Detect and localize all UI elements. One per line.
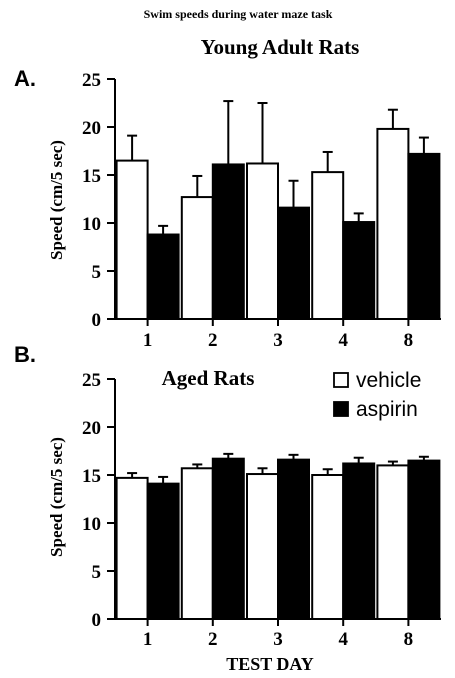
bar-aspirin — [342, 462, 376, 621]
legend-vehicle-label: vehicle — [356, 369, 421, 392]
bar-vehicle — [115, 476, 149, 620]
y-tick-label: 20 — [82, 118, 101, 139]
y-tick-label: 25 — [82, 70, 101, 91]
x-tick-label: 8 — [404, 330, 414, 351]
bar-vehicle — [246, 162, 279, 320]
x-tick-label: 2 — [208, 629, 218, 650]
bar-vehicle — [180, 467, 214, 620]
y-tick-label: 20 — [82, 418, 101, 439]
bar-vehicle — [311, 171, 345, 320]
legend-vehicle-swatch — [333, 372, 349, 388]
panel-a-ylabel: Speed (cm/5 sec) — [47, 140, 66, 260]
bar-aspirin — [407, 459, 441, 620]
y-tick-label: 15 — [82, 466, 101, 487]
y-tick-label: 5 — [92, 262, 102, 283]
y-tick-label: 15 — [82, 166, 101, 187]
panel-b-ylabel: Speed (cm/5 sec) — [47, 437, 66, 557]
x-tick-label: 8 — [404, 629, 414, 650]
x-tick-label: 3 — [273, 629, 283, 650]
legend-aspirin-swatch — [333, 401, 349, 417]
bar-aspirin — [407, 152, 441, 320]
bar-vehicle — [180, 196, 214, 320]
figure-title: Swim speeds during water maze task — [144, 7, 333, 21]
bar-vehicle — [376, 464, 410, 620]
x-tick-label: 1 — [143, 330, 153, 351]
bar-aspirin — [342, 221, 376, 320]
bar-vehicle — [376, 127, 410, 320]
y-tick-label: 10 — [82, 214, 101, 235]
bar-aspirin — [211, 163, 245, 320]
x-tick-label: 4 — [338, 629, 348, 650]
bar-vehicle — [115, 159, 149, 320]
panel-a-title: Young Adult Rats — [201, 35, 360, 59]
plot-aged: 0 5 10 15 20 25 1 2 3 4 8 — [82, 370, 441, 650]
panel-a-label: A. — [14, 66, 36, 91]
x-tick-label: 3 — [273, 330, 283, 351]
y-tick-label: 5 — [92, 562, 102, 583]
bar-aspirin — [146, 233, 180, 321]
legend-aspirin-label: aspirin — [356, 398, 418, 421]
bar-aspirin — [277, 206, 310, 320]
y-tick-label: 25 — [82, 370, 101, 391]
y-tick-label: 10 — [82, 514, 101, 535]
x-tick-label: 4 — [338, 330, 348, 351]
y-tick-label: 0 — [92, 310, 102, 331]
plot-young-adult: 0 5 10 15 20 25 1 2 3 4 8 — [82, 70, 441, 351]
y-tick-label: 0 — [92, 610, 102, 631]
bar-aspirin — [211, 457, 245, 620]
bar-vehicle — [311, 474, 345, 620]
x-tick-label: 2 — [208, 330, 218, 351]
panel-b-title: Aged Rats — [162, 366, 255, 390]
bar-vehicle — [246, 473, 279, 621]
x-tick-label: 1 — [143, 629, 153, 650]
bar-aspirin — [277, 458, 310, 621]
panel-b-label: B. — [14, 342, 36, 367]
legend: vehicle aspirin — [333, 369, 421, 421]
bar-aspirin — [146, 482, 180, 621]
x-axis-label: TEST DAY — [226, 654, 314, 674]
